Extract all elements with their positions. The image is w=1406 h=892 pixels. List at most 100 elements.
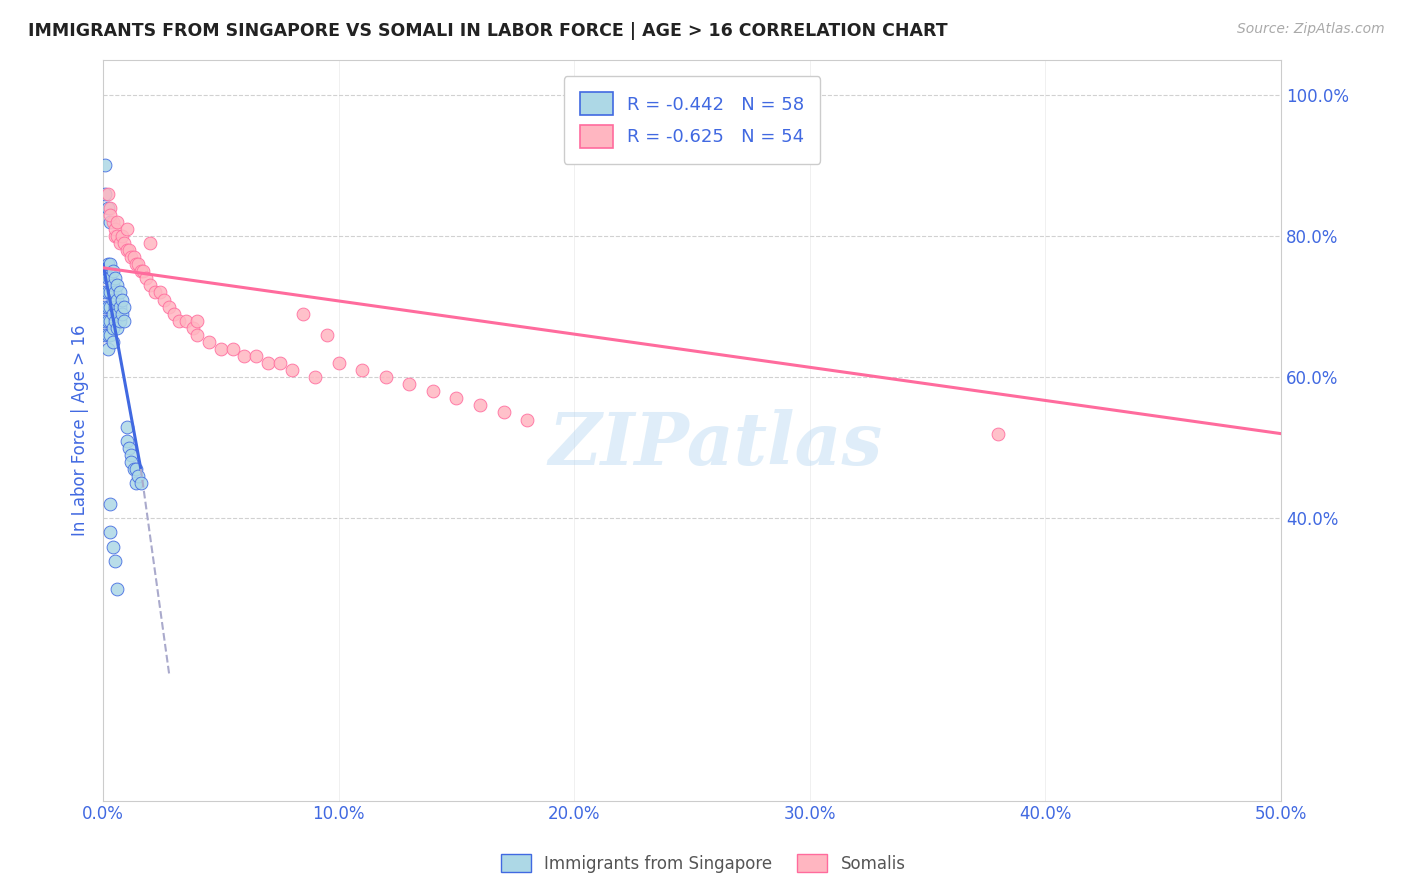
Point bbox=[186, 327, 208, 342]
Point bbox=[98, 271, 121, 285]
Point bbox=[112, 314, 135, 328]
Point bbox=[105, 229, 128, 244]
Y-axis label: In Labor Force | Age > 16: In Labor Force | Age > 16 bbox=[72, 325, 89, 536]
Point bbox=[122, 250, 145, 264]
Point bbox=[316, 327, 339, 342]
Point bbox=[97, 285, 120, 300]
Point bbox=[233, 349, 256, 363]
Point bbox=[97, 327, 120, 342]
Point bbox=[101, 540, 124, 554]
Point bbox=[115, 222, 138, 236]
Point bbox=[94, 327, 117, 342]
Point bbox=[304, 370, 326, 384]
Point bbox=[98, 285, 121, 300]
Point bbox=[118, 441, 141, 455]
Point bbox=[94, 158, 117, 172]
Point bbox=[127, 469, 149, 483]
Point bbox=[98, 215, 121, 229]
Point bbox=[101, 293, 124, 307]
Point bbox=[104, 229, 127, 244]
Point bbox=[97, 300, 120, 314]
Point bbox=[153, 293, 176, 307]
Point bbox=[468, 398, 491, 412]
Point bbox=[94, 186, 117, 201]
Point bbox=[105, 293, 128, 307]
Point bbox=[516, 412, 538, 426]
Point bbox=[105, 582, 128, 596]
Point bbox=[328, 356, 350, 370]
Point bbox=[104, 271, 127, 285]
Point bbox=[125, 462, 148, 476]
Point bbox=[987, 426, 1010, 441]
Point bbox=[139, 236, 162, 251]
Text: IMMIGRANTS FROM SINGAPORE VS SOMALI IN LABOR FORCE | AGE > 16 CORRELATION CHART: IMMIGRANTS FROM SINGAPORE VS SOMALI IN L… bbox=[28, 22, 948, 40]
Point bbox=[98, 327, 121, 342]
Point bbox=[122, 462, 145, 476]
Point bbox=[352, 363, 374, 377]
Point bbox=[398, 377, 420, 392]
Point bbox=[132, 264, 155, 278]
Point bbox=[111, 229, 134, 244]
Point bbox=[97, 257, 120, 271]
Point bbox=[120, 448, 142, 462]
Point bbox=[104, 300, 127, 314]
Point bbox=[105, 278, 128, 293]
Point bbox=[149, 285, 172, 300]
Point bbox=[221, 342, 243, 356]
Point bbox=[98, 257, 121, 271]
Point bbox=[104, 285, 127, 300]
Point bbox=[94, 300, 117, 314]
Point bbox=[125, 476, 148, 491]
Point bbox=[167, 314, 190, 328]
Point bbox=[269, 356, 291, 370]
Point bbox=[98, 497, 121, 511]
Point bbox=[98, 208, 121, 222]
Point bbox=[174, 314, 197, 328]
Point bbox=[127, 257, 149, 271]
Point bbox=[97, 314, 120, 328]
Point bbox=[105, 215, 128, 229]
Point bbox=[97, 342, 120, 356]
Point bbox=[101, 278, 124, 293]
Point bbox=[492, 405, 515, 419]
Point bbox=[115, 434, 138, 448]
Point bbox=[139, 278, 162, 293]
Point bbox=[129, 476, 152, 491]
Point bbox=[143, 285, 166, 300]
Point bbox=[98, 525, 121, 540]
Point bbox=[101, 334, 124, 349]
Point bbox=[115, 243, 138, 257]
Point bbox=[104, 222, 127, 236]
Point bbox=[108, 285, 131, 300]
Point bbox=[101, 307, 124, 321]
Point bbox=[112, 300, 135, 314]
Point bbox=[245, 349, 267, 363]
Point bbox=[198, 334, 221, 349]
Point bbox=[111, 307, 134, 321]
Point bbox=[280, 363, 302, 377]
Point bbox=[98, 300, 121, 314]
Point bbox=[101, 215, 124, 229]
Point bbox=[101, 264, 124, 278]
Point bbox=[209, 342, 232, 356]
Point bbox=[105, 320, 128, 334]
Point bbox=[111, 293, 134, 307]
Point bbox=[115, 419, 138, 434]
Point bbox=[446, 392, 468, 406]
Point bbox=[98, 314, 121, 328]
Point bbox=[257, 356, 280, 370]
Point bbox=[135, 271, 157, 285]
Text: ZIPatlas: ZIPatlas bbox=[548, 409, 883, 481]
Point bbox=[104, 314, 127, 328]
Point bbox=[94, 314, 117, 328]
Point bbox=[108, 314, 131, 328]
Point bbox=[94, 285, 117, 300]
Point bbox=[163, 307, 186, 321]
Point bbox=[129, 264, 152, 278]
Point bbox=[104, 554, 127, 568]
Point bbox=[108, 300, 131, 314]
Point bbox=[112, 236, 135, 251]
Point bbox=[97, 271, 120, 285]
Point bbox=[108, 236, 131, 251]
Point bbox=[97, 201, 120, 215]
